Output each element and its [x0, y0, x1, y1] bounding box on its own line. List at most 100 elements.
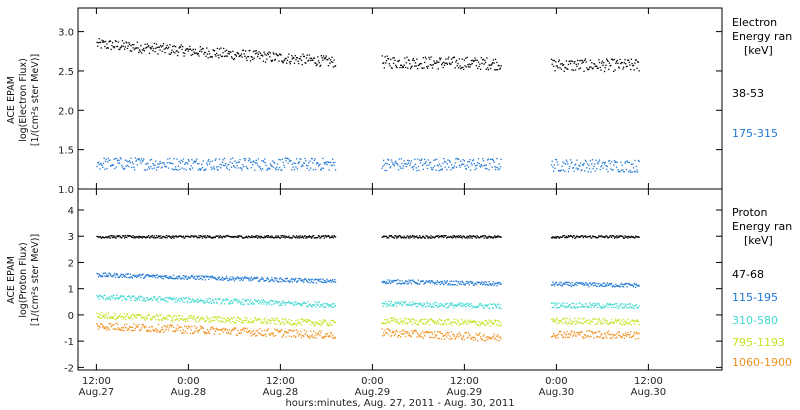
data-point-115-195	[478, 281, 480, 284]
data-point-175-315	[251, 161, 253, 163]
data-point-1060-1900	[575, 335, 577, 337]
data-point-175-315	[334, 161, 336, 164]
data-point-38-53	[419, 63, 421, 65]
data-point-1060-1900	[242, 327, 245, 329]
data-point-115-195	[197, 275, 199, 277]
data-point-310-580	[153, 296, 155, 298]
data-point-38-53	[627, 59, 629, 62]
x-tick-label-time: 12:00	[634, 376, 663, 387]
data-point-47-68	[447, 236, 449, 238]
data-point-1060-1900	[406, 332, 408, 335]
data-point-175-315	[110, 165, 112, 167]
data-point-795-1193	[97, 315, 99, 318]
data-point-47-68	[332, 237, 335, 239]
data-point-310-580	[467, 305, 469, 307]
data-point-38-53	[179, 46, 182, 48]
data-point-115-195	[292, 278, 294, 280]
data-point-47-68	[569, 234, 572, 237]
data-point-47-68	[302, 236, 304, 238]
data-point-38-53	[152, 49, 154, 52]
data-point-1060-1900	[495, 335, 497, 337]
data-point-175-315	[584, 159, 587, 162]
data-point-115-195	[184, 275, 186, 277]
data-point-795-1193	[160, 313, 162, 316]
data-point-38-53	[573, 62, 575, 64]
data-point-38-53	[189, 48, 192, 50]
data-point-38-53	[618, 67, 621, 69]
data-point-310-580	[494, 304, 497, 307]
data-point-115-195	[329, 279, 332, 281]
data-point-175-315	[219, 163, 221, 166]
data-point-38-53	[292, 56, 294, 59]
data-point-38-53	[460, 67, 463, 69]
data-point-1060-1900	[591, 331, 594, 334]
x-tick-label-date: Aug.28	[171, 387, 206, 398]
data-point-38-53	[289, 63, 291, 65]
data-point-115-195	[593, 285, 595, 287]
data-point-795-1193	[435, 321, 437, 324]
proton-legend-series-47-68: 47-68	[732, 268, 764, 281]
data-point-310-580	[281, 304, 283, 306]
data-point-38-53	[222, 52, 224, 54]
data-point-115-195	[226, 277, 228, 279]
data-point-795-1193	[137, 314, 139, 317]
data-point-115-195	[575, 281, 577, 284]
data-point-38-53	[595, 65, 597, 67]
data-point-310-580	[478, 304, 480, 306]
data-point-115-195	[603, 282, 606, 284]
data-point-47-68	[295, 237, 297, 239]
data-point-175-315	[424, 158, 426, 161]
data-point-115-195	[231, 276, 233, 278]
data-point-1060-1900	[315, 337, 318, 339]
data-point-115-195	[381, 281, 383, 284]
data-point-115-195	[103, 272, 105, 274]
data-point-795-1193	[99, 317, 101, 319]
data-point-1060-1900	[466, 337, 468, 339]
data-point-795-1193	[235, 322, 237, 324]
data-point-795-1193	[619, 322, 621, 324]
data-point-310-580	[589, 302, 591, 304]
data-point-1060-1900	[437, 337, 439, 340]
data-point-795-1193	[135, 314, 137, 316]
data-point-1060-1900	[144, 326, 146, 328]
data-point-1060-1900	[402, 329, 405, 331]
data-point-1060-1900	[551, 335, 553, 338]
data-point-795-1193	[134, 316, 136, 319]
data-point-47-68	[620, 235, 622, 237]
data-point-175-315	[460, 160, 462, 163]
data-point-47-68	[327, 235, 330, 237]
data-point-310-580	[606, 303, 608, 305]
data-point-1060-1900	[433, 337, 435, 339]
data-point-795-1193	[132, 313, 134, 315]
data-point-38-53	[627, 59, 630, 61]
data-point-795-1193	[310, 324, 312, 326]
data-point-795-1193	[407, 322, 409, 324]
data-point-795-1193	[192, 315, 194, 317]
data-point-47-68	[296, 236, 298, 238]
data-point-795-1193	[262, 321, 265, 323]
data-point-47-68	[573, 235, 575, 237]
data-point-795-1193	[604, 319, 606, 322]
data-point-795-1193	[402, 321, 405, 323]
data-point-47-68	[286, 236, 289, 238]
data-point-115-195	[467, 281, 470, 284]
data-point-1060-1900	[297, 330, 299, 332]
data-point-38-53	[189, 45, 191, 48]
data-point-310-580	[584, 303, 587, 305]
data-point-175-315	[426, 164, 428, 167]
data-point-115-195	[147, 274, 149, 276]
data-point-38-53	[138, 49, 141, 51]
data-point-115-195	[446, 280, 449, 282]
data-point-115-195	[416, 282, 418, 284]
data-point-47-68	[319, 237, 321, 239]
data-point-310-580	[242, 303, 245, 306]
data-point-795-1193	[171, 318, 173, 320]
data-point-115-195	[128, 276, 131, 279]
data-point-310-580	[300, 303, 303, 305]
data-point-795-1193	[221, 320, 223, 322]
data-point-175-315	[311, 157, 313, 160]
data-point-38-53	[613, 58, 616, 61]
data-point-38-53	[230, 51, 232, 53]
x-tick-label-date: Aug.30	[539, 387, 574, 398]
data-point-795-1193	[438, 322, 440, 325]
